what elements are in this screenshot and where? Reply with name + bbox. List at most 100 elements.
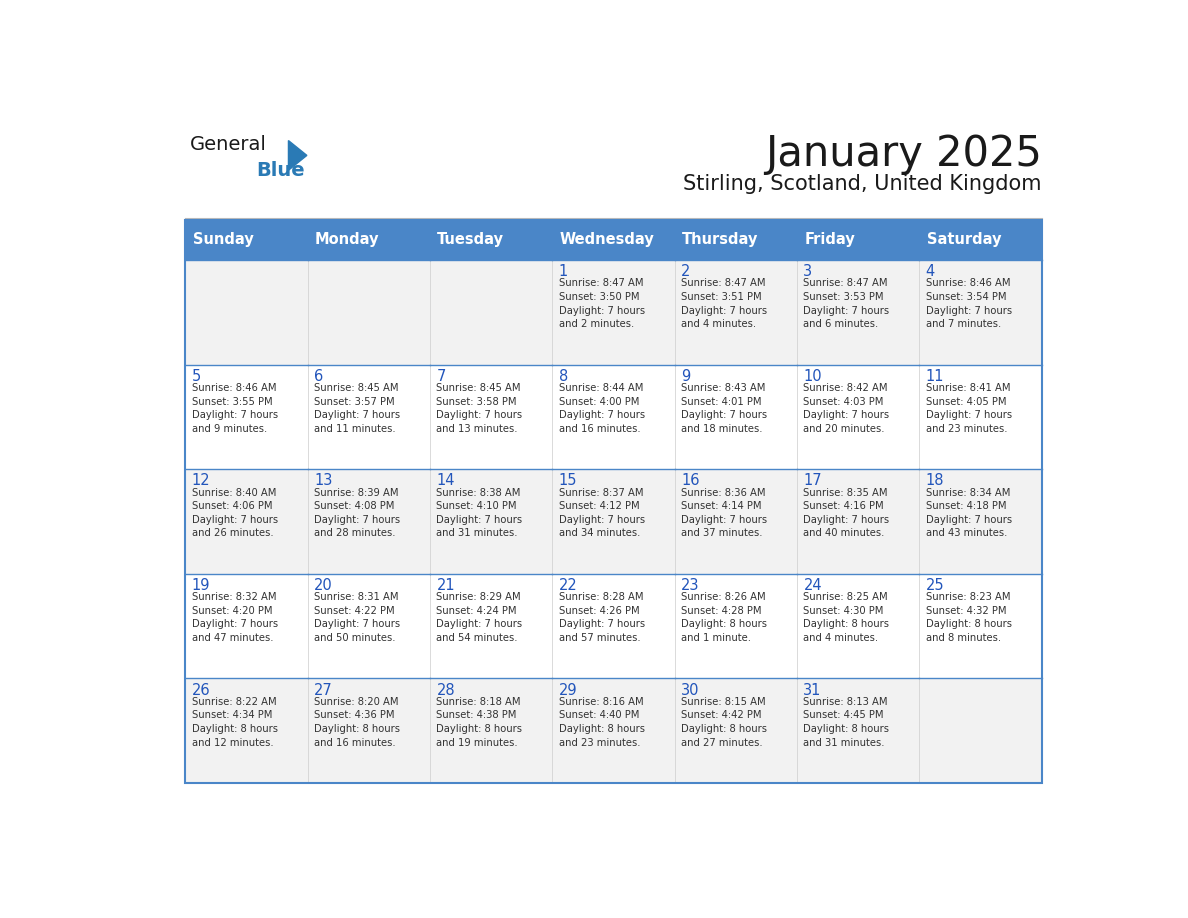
- Text: Sunrise: 8:43 AM
Sunset: 4:01 PM
Daylight: 7 hours
and 18 minutes.: Sunrise: 8:43 AM Sunset: 4:01 PM Dayligh…: [681, 383, 767, 434]
- FancyBboxPatch shape: [185, 364, 308, 469]
- Text: 22: 22: [558, 578, 577, 593]
- Text: Sunrise: 8:47 AM
Sunset: 3:53 PM
Daylight: 7 hours
and 6 minutes.: Sunrise: 8:47 AM Sunset: 3:53 PM Dayligh…: [803, 278, 890, 330]
- Text: Blue: Blue: [257, 161, 305, 180]
- Text: Friday: Friday: [804, 232, 855, 247]
- FancyBboxPatch shape: [797, 678, 920, 783]
- Text: 21: 21: [436, 578, 455, 593]
- FancyBboxPatch shape: [185, 219, 308, 260]
- Text: Thursday: Thursday: [682, 232, 758, 247]
- Text: Sunrise: 8:47 AM
Sunset: 3:51 PM
Daylight: 7 hours
and 4 minutes.: Sunrise: 8:47 AM Sunset: 3:51 PM Dayligh…: [681, 278, 767, 330]
- Text: 20: 20: [314, 578, 333, 593]
- Text: Saturday: Saturday: [927, 232, 1001, 247]
- Text: Sunrise: 8:13 AM
Sunset: 4:45 PM
Daylight: 8 hours
and 31 minutes.: Sunrise: 8:13 AM Sunset: 4:45 PM Dayligh…: [803, 697, 890, 747]
- Text: 14: 14: [436, 474, 455, 488]
- FancyBboxPatch shape: [920, 678, 1042, 783]
- Text: Sunrise: 8:38 AM
Sunset: 4:10 PM
Daylight: 7 hours
and 31 minutes.: Sunrise: 8:38 AM Sunset: 4:10 PM Dayligh…: [436, 487, 523, 539]
- Text: 11: 11: [925, 369, 944, 384]
- Text: Sunrise: 8:41 AM
Sunset: 4:05 PM
Daylight: 7 hours
and 23 minutes.: Sunrise: 8:41 AM Sunset: 4:05 PM Dayligh…: [925, 383, 1012, 434]
- Text: Sunrise: 8:45 AM
Sunset: 3:58 PM
Daylight: 7 hours
and 13 minutes.: Sunrise: 8:45 AM Sunset: 3:58 PM Dayligh…: [436, 383, 523, 434]
- FancyBboxPatch shape: [552, 574, 675, 678]
- FancyBboxPatch shape: [797, 260, 920, 364]
- Text: Sunrise: 8:32 AM
Sunset: 4:20 PM
Daylight: 7 hours
and 47 minutes.: Sunrise: 8:32 AM Sunset: 4:20 PM Dayligh…: [191, 592, 278, 643]
- Text: Sunrise: 8:28 AM
Sunset: 4:26 PM
Daylight: 7 hours
and 57 minutes.: Sunrise: 8:28 AM Sunset: 4:26 PM Dayligh…: [558, 592, 645, 643]
- Text: 30: 30: [681, 683, 700, 698]
- FancyBboxPatch shape: [185, 260, 308, 364]
- Text: Tuesday: Tuesday: [437, 232, 505, 247]
- FancyBboxPatch shape: [920, 469, 1042, 574]
- Text: 10: 10: [803, 369, 822, 384]
- Text: 29: 29: [558, 683, 577, 698]
- Text: Sunrise: 8:18 AM
Sunset: 4:38 PM
Daylight: 8 hours
and 19 minutes.: Sunrise: 8:18 AM Sunset: 4:38 PM Dayligh…: [436, 697, 523, 747]
- Text: Sunrise: 8:20 AM
Sunset: 4:36 PM
Daylight: 8 hours
and 16 minutes.: Sunrise: 8:20 AM Sunset: 4:36 PM Dayligh…: [314, 697, 400, 747]
- FancyBboxPatch shape: [675, 260, 797, 364]
- Text: 12: 12: [191, 474, 210, 488]
- FancyBboxPatch shape: [675, 364, 797, 469]
- Text: Sunrise: 8:40 AM
Sunset: 4:06 PM
Daylight: 7 hours
and 26 minutes.: Sunrise: 8:40 AM Sunset: 4:06 PM Dayligh…: [191, 487, 278, 539]
- Text: Sunrise: 8:39 AM
Sunset: 4:08 PM
Daylight: 7 hours
and 28 minutes.: Sunrise: 8:39 AM Sunset: 4:08 PM Dayligh…: [314, 487, 400, 539]
- Text: 15: 15: [558, 474, 577, 488]
- Text: 24: 24: [803, 578, 822, 593]
- FancyBboxPatch shape: [430, 678, 552, 783]
- FancyBboxPatch shape: [552, 469, 675, 574]
- FancyBboxPatch shape: [308, 219, 430, 260]
- FancyBboxPatch shape: [430, 574, 552, 678]
- FancyBboxPatch shape: [185, 678, 308, 783]
- Text: Sunrise: 8:25 AM
Sunset: 4:30 PM
Daylight: 8 hours
and 4 minutes.: Sunrise: 8:25 AM Sunset: 4:30 PM Dayligh…: [803, 592, 890, 643]
- FancyBboxPatch shape: [552, 678, 675, 783]
- Text: Sunrise: 8:42 AM
Sunset: 4:03 PM
Daylight: 7 hours
and 20 minutes.: Sunrise: 8:42 AM Sunset: 4:03 PM Dayligh…: [803, 383, 890, 434]
- FancyBboxPatch shape: [797, 364, 920, 469]
- Text: Sunrise: 8:45 AM
Sunset: 3:57 PM
Daylight: 7 hours
and 11 minutes.: Sunrise: 8:45 AM Sunset: 3:57 PM Dayligh…: [314, 383, 400, 434]
- Polygon shape: [289, 140, 307, 170]
- Text: 2: 2: [681, 264, 690, 279]
- FancyBboxPatch shape: [675, 574, 797, 678]
- Text: 5: 5: [191, 369, 201, 384]
- Text: Sunrise: 8:37 AM
Sunset: 4:12 PM
Daylight: 7 hours
and 34 minutes.: Sunrise: 8:37 AM Sunset: 4:12 PM Dayligh…: [558, 487, 645, 539]
- FancyBboxPatch shape: [920, 574, 1042, 678]
- Text: Sunrise: 8:34 AM
Sunset: 4:18 PM
Daylight: 7 hours
and 43 minutes.: Sunrise: 8:34 AM Sunset: 4:18 PM Dayligh…: [925, 487, 1012, 539]
- FancyBboxPatch shape: [552, 364, 675, 469]
- FancyBboxPatch shape: [430, 469, 552, 574]
- FancyBboxPatch shape: [308, 574, 430, 678]
- FancyBboxPatch shape: [308, 364, 430, 469]
- Text: Sunrise: 8:46 AM
Sunset: 3:55 PM
Daylight: 7 hours
and 9 minutes.: Sunrise: 8:46 AM Sunset: 3:55 PM Dayligh…: [191, 383, 278, 434]
- Text: Sunrise: 8:23 AM
Sunset: 4:32 PM
Daylight: 8 hours
and 8 minutes.: Sunrise: 8:23 AM Sunset: 4:32 PM Dayligh…: [925, 592, 1012, 643]
- FancyBboxPatch shape: [675, 678, 797, 783]
- Text: Sunrise: 8:47 AM
Sunset: 3:50 PM
Daylight: 7 hours
and 2 minutes.: Sunrise: 8:47 AM Sunset: 3:50 PM Dayligh…: [558, 278, 645, 330]
- Text: Sunrise: 8:46 AM
Sunset: 3:54 PM
Daylight: 7 hours
and 7 minutes.: Sunrise: 8:46 AM Sunset: 3:54 PM Dayligh…: [925, 278, 1012, 330]
- FancyBboxPatch shape: [552, 260, 675, 364]
- FancyBboxPatch shape: [308, 260, 430, 364]
- Text: 6: 6: [314, 369, 323, 384]
- Text: Wednesday: Wednesday: [560, 232, 655, 247]
- FancyBboxPatch shape: [797, 469, 920, 574]
- FancyBboxPatch shape: [675, 469, 797, 574]
- Text: Sunrise: 8:26 AM
Sunset: 4:28 PM
Daylight: 8 hours
and 1 minute.: Sunrise: 8:26 AM Sunset: 4:28 PM Dayligh…: [681, 592, 767, 643]
- Text: 23: 23: [681, 578, 700, 593]
- FancyBboxPatch shape: [430, 260, 552, 364]
- Text: 7: 7: [436, 369, 446, 384]
- Text: 4: 4: [925, 264, 935, 279]
- Text: 1: 1: [558, 264, 568, 279]
- Text: 13: 13: [314, 474, 333, 488]
- FancyBboxPatch shape: [430, 364, 552, 469]
- Text: General: General: [190, 135, 267, 154]
- Text: Sunrise: 8:35 AM
Sunset: 4:16 PM
Daylight: 7 hours
and 40 minutes.: Sunrise: 8:35 AM Sunset: 4:16 PM Dayligh…: [803, 487, 890, 539]
- Text: 16: 16: [681, 474, 700, 488]
- FancyBboxPatch shape: [920, 364, 1042, 469]
- FancyBboxPatch shape: [797, 219, 920, 260]
- Text: Sunrise: 8:22 AM
Sunset: 4:34 PM
Daylight: 8 hours
and 12 minutes.: Sunrise: 8:22 AM Sunset: 4:34 PM Dayligh…: [191, 697, 278, 747]
- Text: Sunrise: 8:15 AM
Sunset: 4:42 PM
Daylight: 8 hours
and 27 minutes.: Sunrise: 8:15 AM Sunset: 4:42 PM Dayligh…: [681, 697, 767, 747]
- Text: 27: 27: [314, 683, 333, 698]
- FancyBboxPatch shape: [308, 469, 430, 574]
- Text: 25: 25: [925, 578, 944, 593]
- FancyBboxPatch shape: [185, 574, 308, 678]
- Text: Sunrise: 8:44 AM
Sunset: 4:00 PM
Daylight: 7 hours
and 16 minutes.: Sunrise: 8:44 AM Sunset: 4:00 PM Dayligh…: [558, 383, 645, 434]
- Text: Monday: Monday: [315, 232, 379, 247]
- FancyBboxPatch shape: [552, 219, 675, 260]
- Text: 31: 31: [803, 683, 822, 698]
- Text: 3: 3: [803, 264, 813, 279]
- Text: 8: 8: [558, 369, 568, 384]
- FancyBboxPatch shape: [185, 469, 308, 574]
- Text: Sunrise: 8:36 AM
Sunset: 4:14 PM
Daylight: 7 hours
and 37 minutes.: Sunrise: 8:36 AM Sunset: 4:14 PM Dayligh…: [681, 487, 767, 539]
- Text: 28: 28: [436, 683, 455, 698]
- FancyBboxPatch shape: [797, 574, 920, 678]
